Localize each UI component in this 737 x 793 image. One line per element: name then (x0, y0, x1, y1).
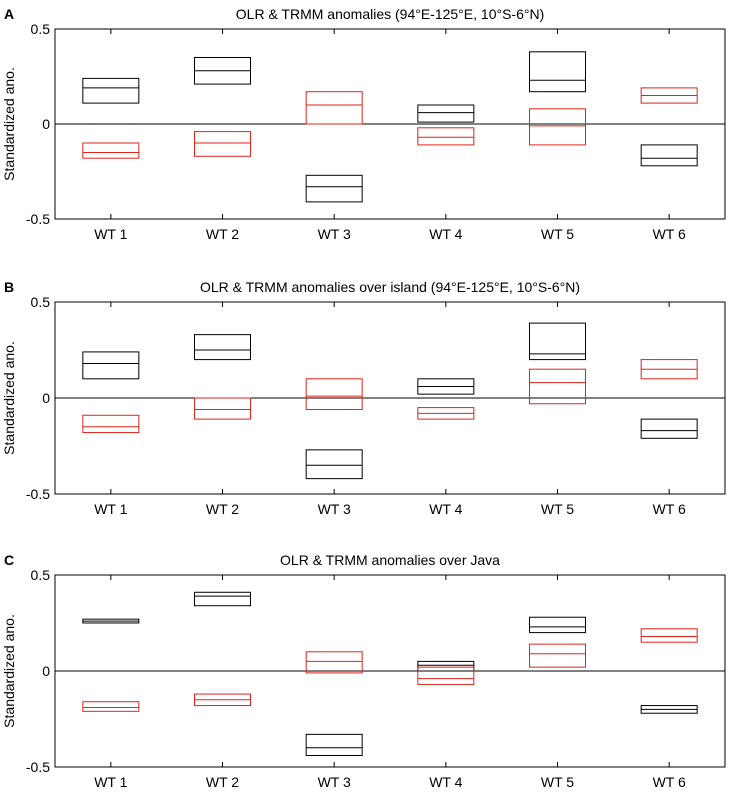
trmm-box (194, 397, 251, 420)
y-tick-label: 0 (42, 663, 50, 679)
trmm-box (417, 666, 475, 685)
trmm-box (305, 91, 363, 125)
x-tick-label: WT 4 (429, 226, 462, 242)
panel-letter: C (4, 552, 14, 568)
chart-title: OLR & TRMM anomalies (94°E-125°E, 10°S-6… (236, 6, 544, 22)
x-tick-label: WT 5 (541, 774, 574, 790)
chart-title: OLR & TRMM anomalies over Java (280, 552, 500, 568)
x-tick-label: WT 1 (94, 774, 127, 790)
x-tick-label: WT 3 (318, 226, 351, 242)
y-axis-label: Standardized ano. (1, 67, 17, 181)
olr-box (305, 449, 363, 480)
olr-box (417, 660, 475, 672)
olr-box (417, 104, 475, 123)
x-tick-label: WT 5 (541, 501, 574, 517)
trmm-box (529, 643, 586, 668)
x-tick-label: WT 1 (94, 501, 127, 517)
trmm-box (82, 414, 140, 434)
y-axis-label: Standardized ano. (1, 341, 17, 455)
trmm-box (529, 108, 586, 146)
chart-panel-b: B OLR & TRMM anomalies over island (94°E-… (1, 279, 726, 517)
x-tick-label: WT 2 (206, 501, 239, 517)
panel-letter: A (4, 6, 14, 22)
olr-box (529, 616, 586, 634)
y-tick-label: -0.5 (26, 759, 50, 775)
olr-box (194, 591, 251, 607)
trmm-box (305, 651, 363, 674)
trmm-box (529, 368, 586, 405)
olr-box (305, 174, 363, 203)
olr-box (82, 77, 140, 104)
olr-box (529, 51, 586, 93)
chart-title: OLR & TRMM anomalies over island (94°E-1… (200, 279, 580, 295)
chart-panel-c: C OLR & TRMM anomalies over Java -0.5 0 0.5 S… (1, 552, 726, 790)
olr-box (640, 144, 698, 167)
trmm-box (640, 628, 698, 643)
y-tick-label: -0.5 (26, 211, 50, 227)
trmm-box (417, 127, 475, 146)
trmm-box (194, 131, 251, 157)
y-tick-label: 0 (42, 390, 50, 406)
x-tick-label: WT 5 (541, 226, 574, 242)
trmm-box (305, 378, 363, 411)
x-tick-label: WT 1 (94, 226, 127, 242)
trmm-box (82, 701, 140, 712)
olr-box (640, 418, 698, 439)
x-tick-label: WT 6 (653, 226, 686, 242)
x-tick-label: WT 2 (206, 226, 239, 242)
trmm-box (82, 142, 140, 159)
olr-box (305, 733, 363, 756)
y-tick-label: 0 (42, 116, 50, 132)
y-axis-label: Standardized ano. (1, 614, 17, 728)
x-tick-label: WT 6 (653, 501, 686, 517)
y-tick-label: 0.5 (31, 294, 51, 310)
olr-box (82, 351, 140, 380)
y-tick-label: 0.5 (31, 567, 51, 583)
x-tick-label: WT 2 (206, 774, 239, 790)
x-tick-label: WT 4 (429, 774, 462, 790)
x-tick-label: WT 6 (653, 774, 686, 790)
panel-letter: B (4, 279, 14, 295)
y-tick-label: -0.5 (26, 486, 50, 502)
x-tick-label: WT 3 (318, 501, 351, 517)
chart-panel-a: A OLR & TRMM anomalies (94°E-125°E, 10°S-… (1, 6, 726, 242)
x-tick-label: WT 3 (318, 774, 351, 790)
y-tick-label: 0.5 (31, 21, 51, 37)
olr-box (529, 322, 586, 361)
olr-box (194, 334, 251, 361)
x-tick-label: WT 4 (429, 501, 462, 517)
